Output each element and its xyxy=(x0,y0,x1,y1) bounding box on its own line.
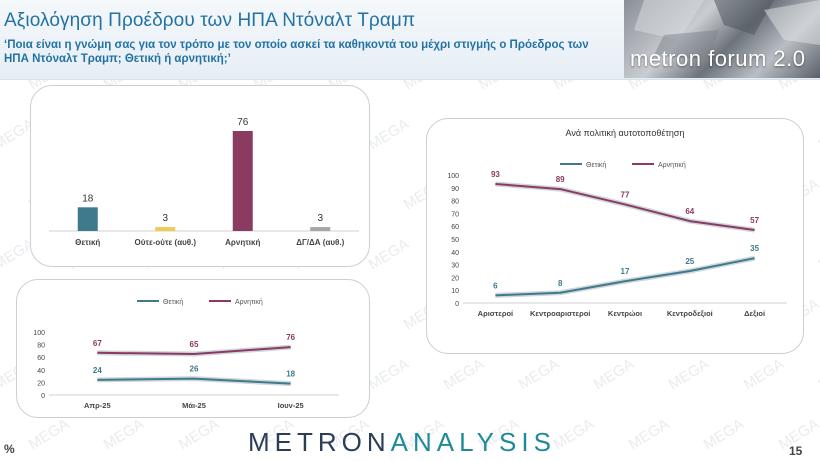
watermark-text-80: MEGA xyxy=(626,416,672,454)
series-line-0 xyxy=(97,377,291,385)
brand-image: metron forum 2.0 xyxy=(624,0,820,78)
y-tick-label-4: 80 xyxy=(37,343,45,350)
y-tick-label-7: 70 xyxy=(451,211,459,218)
x-tick-label-0: Αριστεροί xyxy=(478,309,513,318)
ideology-line-chart: Ανά πολιτική αυτοτοποθέτηση Θετική Αρνητικ… xyxy=(447,128,787,318)
x-tick-label-2: Κεντρώοι xyxy=(608,309,642,318)
y-tick-label-6: 60 xyxy=(451,224,459,231)
series-0-value-label-0: 24 xyxy=(93,366,102,375)
y-tick-label-4: 40 xyxy=(451,250,459,257)
bar-category-label-2: Αρνητική xyxy=(225,238,260,247)
y-tick-label-10: 100 xyxy=(447,173,459,180)
watermark-text-67: MEGA xyxy=(516,356,562,394)
x-tick-label-3: Κεντροδεξιοί xyxy=(667,309,713,318)
y-tick-label-2: 20 xyxy=(451,275,459,282)
series-line-1 xyxy=(495,182,755,232)
series-0-value-label-1: 26 xyxy=(190,365,199,374)
bar-category-label-1: Ούτε-ούτε (αυθ.) xyxy=(135,238,197,247)
watermark-text-47: MEGA xyxy=(816,236,820,274)
footer-logo-left: METRON xyxy=(248,427,391,457)
y-tick-label-3: 30 xyxy=(451,263,459,270)
ideology-chart-card: Ανά πολιτική αυτοτοποθέτηση Θετική Αρνητικ… xyxy=(426,118,804,354)
watermark-text-66: MEGA xyxy=(441,356,487,394)
bar-value-label-2: 76 xyxy=(237,117,249,128)
watermark-text-65: MEGA xyxy=(366,356,412,394)
watermark-text-79: MEGA xyxy=(551,416,597,454)
series-0-value-label-3: 25 xyxy=(685,257,694,266)
legend-label-1: Αρνητική xyxy=(658,162,686,169)
brand-pattern xyxy=(634,0,820,60)
bar-0 xyxy=(77,207,98,231)
series-0-value-label-2: 18 xyxy=(286,370,295,379)
watermark-text-68: MEGA xyxy=(591,356,637,394)
series-0-value-label-0: 6 xyxy=(493,281,498,290)
series-0-value-label-2: 17 xyxy=(621,267,630,276)
y-tick-label-5: 50 xyxy=(451,237,459,244)
watermark-text-81: MEGA xyxy=(701,416,747,454)
watermark-text-73: MEGA xyxy=(101,416,147,454)
watermark-text-71: MEGA xyxy=(816,356,820,394)
series-line-1 xyxy=(97,346,291,356)
y-tick-label-8: 80 xyxy=(451,199,459,206)
series-line-0 xyxy=(495,257,755,297)
y-tick-label-1: 20 xyxy=(37,380,45,387)
overall-bar-chart: 18 Θετική 3 Ούτε-ούτε (αυθ.) 76 Αρνητική 3 ΔΓ/Δ… xyxy=(49,117,359,247)
x-tick-label-1: Μάι-25 xyxy=(182,401,206,410)
footer-logo: METRONANALYSIS xyxy=(248,427,556,458)
x-tick-label-0: Απρ-25 xyxy=(84,401,111,410)
bar-category-label-3: ΔΓ/ΔΑ (αυθ.) xyxy=(296,238,344,247)
watermark-text-70: MEGA xyxy=(741,356,787,394)
y-tick-label-1: 10 xyxy=(451,288,459,295)
watermark-text-41: MEGA xyxy=(366,236,412,274)
series-1-value-label-1: 65 xyxy=(190,340,199,349)
page-number: 15 xyxy=(789,444,803,458)
series-1-value-label-4: 57 xyxy=(750,216,759,225)
y-tick-label-9: 90 xyxy=(451,186,459,193)
bar-2 xyxy=(232,131,253,231)
y-tick-label-0: 0 xyxy=(455,301,459,308)
brand-label: metron forum 2.0 xyxy=(630,46,806,71)
series-1-value-label-2: 77 xyxy=(621,190,630,199)
watermark-text-69: MEGA xyxy=(666,356,712,394)
series-1-value-label-0: 67 xyxy=(93,339,102,348)
bar-3 xyxy=(310,227,331,231)
bar-value-label-0: 18 xyxy=(82,193,94,204)
bar-value-label-3: 3 xyxy=(317,213,323,224)
series-0-value-label-1: 8 xyxy=(558,279,563,288)
trend-chart-card: Θετική Αρνητική 0 20 40 60 80 100 Απρ-25 Μάι-25 Ιο… xyxy=(16,279,370,418)
bar-category-label-0: Θετική xyxy=(75,238,100,247)
y-tick-label-5: 100 xyxy=(33,330,45,337)
bar-value-label-1: 3 xyxy=(162,213,168,224)
watermark-text-74: MEGA xyxy=(176,416,222,454)
x-tick-label-4: Δεξιοί xyxy=(744,309,765,318)
legend-label-0: Θετική xyxy=(586,162,606,169)
series-shadow-0 xyxy=(495,255,756,298)
series-0-value-label-4: 35 xyxy=(750,244,759,253)
overall-chart-card: 18 Θετική 3 Ούτε-ούτε (αυθ.) 76 Αρνητική 3 ΔΓ/Δ… xyxy=(30,85,370,267)
series-1-value-label-3: 64 xyxy=(685,207,694,216)
watermark-text-72: MEGA xyxy=(26,416,72,454)
percent-sign: % xyxy=(4,442,15,456)
x-tick-label-1: Κεντροαριστεροί xyxy=(530,309,590,318)
legend-label-1: Αρνητική xyxy=(235,299,263,306)
y-tick-label-2: 40 xyxy=(37,368,45,375)
legend-label-0: Θετική xyxy=(163,299,183,306)
x-tick-label-2: Ιουν-25 xyxy=(278,401,304,410)
watermark-text-17: MEGA xyxy=(366,116,412,154)
series-1-value-label-1: 89 xyxy=(556,175,565,184)
trend-line-chart: Θετική Αρνητική 0 20 40 60 80 100 Απρ-25 Μάι-25 Ιο… xyxy=(33,299,339,410)
page-subtitle: ‘Ποια είναι η γνώμη σας για τον τρόπο με… xyxy=(4,39,589,65)
series-1-value-label-0: 93 xyxy=(491,170,500,179)
watermark-text-23: MEGA xyxy=(816,116,820,154)
y-tick-label-0: 0 xyxy=(41,393,45,400)
y-tick-label-3: 60 xyxy=(37,355,45,362)
page-title: Αξιολόγηση Προέδρου των ΗΠΑ Ντόναλτ Τραμ… xyxy=(4,10,416,31)
footer-logo-right: ANALYSIS xyxy=(390,427,556,457)
bar-1 xyxy=(155,227,176,231)
series-1-value-label-2: 76 xyxy=(286,333,295,342)
chart-title: Ανά πολιτική αυτοτοποθέτηση xyxy=(566,128,685,138)
